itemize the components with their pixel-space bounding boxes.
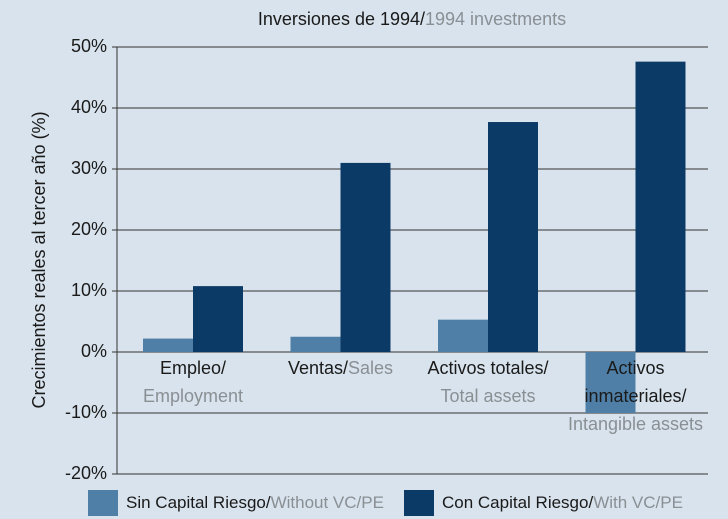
legend-label: Con Capital Riesgo/With VC/PE [442,493,683,512]
bar [193,286,243,352]
bar [488,122,538,352]
category-line: Activos [606,358,664,378]
category-line: inmateriales/ [584,386,686,406]
legend-swatch [88,490,118,516]
legend-en: With VC/PE [593,493,683,512]
x-tick-label: Empleo/ [160,358,226,378]
x-tick-label-en: Employment [143,386,243,406]
y-tick-label: 20% [71,219,107,239]
category-es: Ventas/ [288,358,348,378]
y-tick-label: 10% [71,280,107,300]
category-line: Empleo/ [160,358,226,378]
title-es: Inversiones de 1994/ [258,9,425,29]
y-tick-label: 40% [71,97,107,117]
bar [340,162,391,352]
x-tick-label: Activos inmateriales/ [584,358,686,406]
y-tick-label: 50% [71,36,107,56]
bar [585,352,636,413]
title-en: 1994 investments [425,9,566,29]
y-tick-label: -20% [65,463,107,483]
legend-en: Without VC/PE [271,493,384,512]
category-en: Sales [348,358,393,378]
x-tick-label: Activos totales/ [427,358,548,378]
category-line: Activos totales/ [427,358,548,378]
legend-es: Con Capital Riesgo/ [442,493,593,512]
chart-title: Inversiones de 1994/1994 investments [258,9,566,29]
x-tick-label-en: Intangible assets [568,414,703,434]
bar [143,338,193,352]
legend-swatch [404,490,434,516]
y-tick-label: 30% [71,158,107,178]
y-tick-label: 0% [81,341,107,361]
x-tick-label-en: Total assets [440,386,535,406]
bar [635,61,686,352]
legend-label: Sin Capital Riesgo/Without VC/PE [126,493,384,512]
legend-es: Sin Capital Riesgo/ [126,493,271,512]
bar [438,319,488,352]
y-tick-label: -10% [65,402,107,422]
bar [290,336,341,352]
x-tick-label: Ventas/Sales [288,358,393,378]
y-axis-label: Crecimientos reales al tercer año (%) [29,111,49,408]
